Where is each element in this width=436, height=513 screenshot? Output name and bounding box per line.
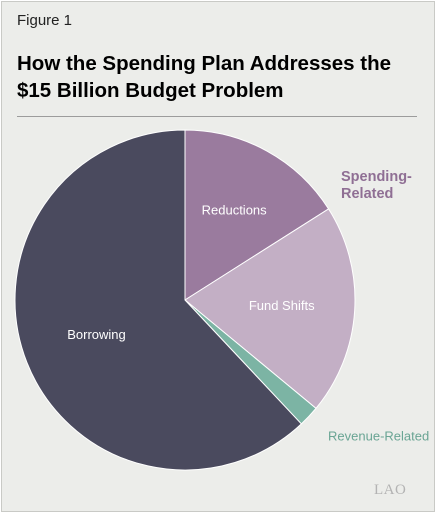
pie-slice-reductions bbox=[184, 129, 330, 301]
title-divider bbox=[17, 116, 417, 117]
pie-labels: Reductions Fund Shifts Revenue-Related Borr… bbox=[67, 169, 429, 444]
slice-label-reductions: Reductions bbox=[202, 203, 268, 218]
lao-logo: LAO bbox=[374, 482, 407, 498]
slice-label-fund-shifts: Fund Shifts bbox=[249, 298, 315, 313]
pie-slice-borrowing bbox=[14, 129, 303, 471]
chart-title: How the Spending Plan Addresses the $15 … bbox=[17, 52, 391, 102]
pie-slice-fund-shifts bbox=[184, 208, 356, 410]
slice-label-borrowing: Borrowing bbox=[67, 327, 126, 342]
slice-label-revenue-related: Revenue-Related bbox=[328, 429, 429, 444]
group-label-spending-related: Spending-Related bbox=[341, 169, 412, 202]
figure-label: Figure 1 bbox=[17, 12, 73, 29]
pie-slices bbox=[14, 129, 356, 471]
